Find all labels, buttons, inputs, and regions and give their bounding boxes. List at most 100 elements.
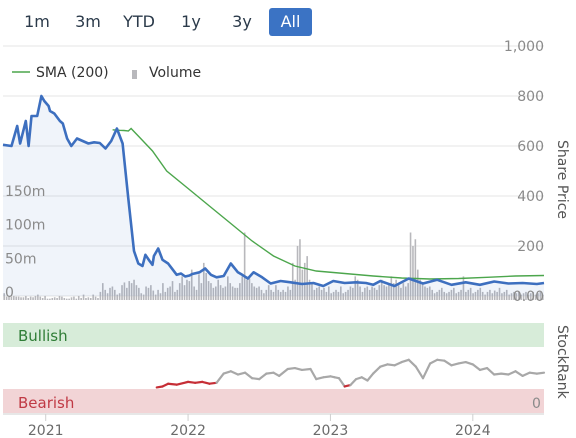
volume-bar [344, 291, 347, 300]
volume-bar [147, 287, 150, 300]
volume-bar [130, 283, 133, 300]
volume-bar [539, 291, 542, 300]
volume-bar [323, 287, 325, 300]
volume-bar [520, 294, 522, 300]
range-button-all[interactable]: All [269, 8, 312, 36]
volume-bar [70, 297, 73, 300]
stockrank-segment [201, 380, 211, 385]
volume-bar [541, 294, 544, 300]
volume-bar [183, 285, 186, 300]
x-tick-label: 2023 [313, 423, 349, 438]
volume-bar [243, 232, 246, 300]
x-tick-label: 2021 [28, 423, 64, 438]
volume-bar [53, 297, 56, 300]
volume-bar [426, 287, 429, 300]
volume-bar [236, 287, 239, 300]
volume-bar [354, 276, 357, 300]
volume-tick-label: 100m [5, 218, 45, 234]
bearish-band [3, 389, 544, 413]
volume-bar [469, 287, 472, 300]
volume-bar [328, 286, 330, 300]
volume-bar [361, 291, 364, 300]
volume-bar [164, 291, 167, 300]
volume-bar [210, 283, 212, 300]
volume-bar [229, 283, 232, 300]
volume-bar [32, 297, 34, 300]
price-axis: 1,000 800 600 400 200 0.00 [504, 39, 544, 305]
volume-bar [277, 289, 280, 300]
volume-bar [356, 279, 359, 300]
range-button-1m[interactable]: 1m [24, 12, 50, 31]
stockrank-segment [464, 361, 474, 366]
share-price-axis-title: Share Price [554, 140, 570, 219]
volume-bar [174, 291, 176, 300]
volume-bar [217, 279, 219, 300]
volume-bar [121, 285, 123, 300]
price-tick-label: 400 [517, 189, 544, 205]
volume-bar [359, 286, 361, 300]
volume-bar [503, 291, 506, 300]
volume-bar [77, 295, 80, 300]
range-button-1y[interactable]: 1y [181, 12, 201, 31]
volume-bar [272, 291, 275, 300]
volume-bar [198, 274, 200, 300]
volume-bar [414, 239, 417, 300]
volume-bar [388, 283, 390, 300]
volume-bar [248, 278, 251, 300]
volume-bar [397, 285, 400, 300]
volume-bar [337, 291, 340, 300]
volume-bar [253, 286, 256, 300]
range-button-ytd[interactable]: YTD [123, 12, 155, 31]
range-button-3m[interactable]: 3m [75, 12, 101, 31]
volume-bar [371, 286, 373, 300]
stockrank-segment [175, 380, 190, 386]
volume-legend-label: Volume [149, 65, 201, 81]
volume-bar [448, 291, 450, 300]
sma-line-path [112, 127, 545, 280]
volume-axis: 150m 100m 50m 0 [5, 184, 45, 301]
volume-bar [270, 289, 272, 300]
stockrank-segment [286, 366, 296, 371]
volume-bar [75, 298, 78, 300]
volume-bar [205, 273, 207, 300]
volume-bar [61, 296, 63, 300]
stockrank-segment [450, 362, 460, 367]
stockrank-segment [514, 370, 524, 377]
volume-bar [404, 286, 407, 300]
volume-bar [186, 279, 188, 300]
volume-bar [17, 296, 20, 300]
volume-bar [63, 297, 66, 300]
stockrank-line [155, 358, 546, 389]
volume-bar [260, 289, 263, 300]
stockrank-segment [471, 363, 482, 372]
volume-bar [366, 286, 369, 300]
stockrank-segment [186, 380, 197, 384]
volume-bar [419, 279, 421, 300]
volume-bar [453, 287, 455, 300]
stockrank-segment [215, 372, 225, 384]
stockrank-segment [429, 358, 439, 365]
volume-bar [231, 286, 234, 300]
volume-bar [159, 293, 162, 300]
volume-bar [46, 298, 49, 300]
volume-bar [303, 262, 306, 300]
volume-bar [200, 283, 203, 300]
volume-bar [299, 239, 301, 300]
volume-bar [395, 279, 397, 300]
volume-bar [116, 294, 119, 300]
volume-bar [111, 286, 114, 300]
stockrank-segment [507, 370, 517, 376]
volume-bar [412, 246, 414, 300]
range-button-3y[interactable]: 3y [232, 12, 252, 31]
volume-bar [275, 285, 277, 300]
stockrank-segment [393, 361, 403, 367]
volume-bar [5, 296, 8, 300]
volume-bar [373, 287, 376, 300]
volume-bar [527, 294, 530, 300]
volume-bar [508, 294, 510, 300]
volume-bar [263, 293, 265, 300]
volume-bar [239, 283, 241, 300]
volume-bar [56, 297, 58, 300]
volume-bar [109, 287, 111, 300]
